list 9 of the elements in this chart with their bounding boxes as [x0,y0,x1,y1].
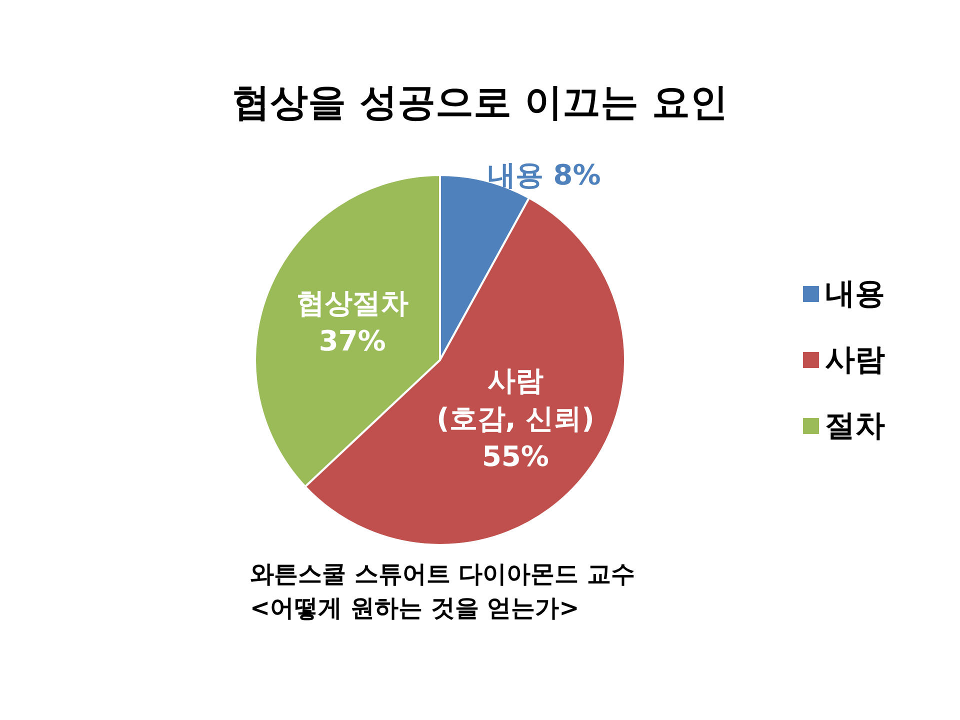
data-label: 사람 (호감, 신뢰) 55% [436,364,594,474]
text: 와튼스쿨 스튜어트 다이아몬드 교수 [250,560,636,588]
legend-label: 절차 [825,408,885,444]
data-label: 내용 8% [488,158,601,192]
legend-label: 내용 [825,276,885,312]
legend-label: 사람 [825,342,885,378]
text: <어떻게 원하는 것을 얻는가> [250,594,580,622]
chart-title: 협상을 성공으로 이끄는 요인 [232,80,728,124]
data-label: 협상절차 37% [296,286,408,358]
